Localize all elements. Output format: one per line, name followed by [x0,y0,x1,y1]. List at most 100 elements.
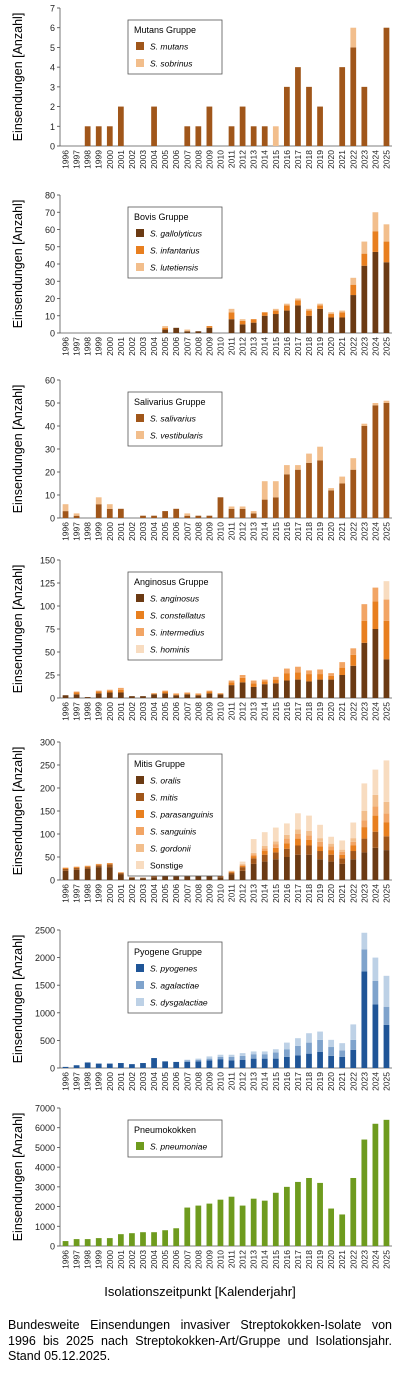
x-tick-label: 1996 [61,150,71,169]
bar-2000-series-1 [106,126,113,146]
x-tick-label: 1997 [72,1072,82,1091]
x-tick-label: 2010 [215,702,225,721]
bar-1998-series-3 [84,866,91,868]
bar-2025-series-3 [383,224,390,242]
x-tick-label: 2004 [149,702,159,721]
x-tick-label: 2001 [116,522,126,541]
bar-2007-series-3 [184,692,191,694]
bar-1996-series-3 [62,868,69,869]
bar-2016-series-2 [283,848,290,857]
x-tick-label: 2020 [326,1072,336,1091]
bar-2003-series-1 [140,1063,146,1068]
bar-2010-series-2 [217,1056,224,1060]
bar-2012-series-1 [239,1205,246,1246]
legend-title: Mutans Gruppe [134,25,196,35]
bar-2022-series-1 [350,1049,357,1068]
x-tick-label: 2001 [116,884,126,903]
x-tick-label: 2025 [381,884,391,903]
bar-2015-series-2 [272,679,279,684]
x-tick-label: 2012 [238,522,248,541]
y-tick-label: 0 [50,876,55,886]
bar-2012-series-1 [239,682,246,698]
bar-2024-series-1 [372,1004,379,1068]
bar-2025-series-1 [383,262,390,333]
legend-label: S. dysgalactiae [150,998,208,1008]
bar-2020-series-1 [328,490,335,518]
bar-2012-series-1 [239,508,246,518]
x-tick-label: 2021 [337,522,347,541]
x-tick-label: 2013 [249,884,259,903]
bar-2025-series-3 [383,822,390,837]
chart-7: 0 1000 2000 3000 4000 5000 6000 7000 Einsendunge… [11,1104,392,1269]
bar-2023-series-2 [361,423,368,426]
x-tick-label: 2012 [238,150,248,169]
bar-1997-series-2 [73,513,80,516]
bar-2014-series-1 [261,315,268,333]
x-tick-label: 2011 [227,522,237,541]
bar-2024-series-3 [372,815,379,832]
x-tick-label: 1998 [83,884,93,903]
y-tick-label: 3000 [35,1182,55,1192]
bar-2016-series-1 [283,680,290,698]
bar-2025-series-2 [383,1006,390,1025]
x-tick-label: 2000 [105,702,115,721]
bar-2002-series-1 [129,1064,135,1068]
y-tick-label: 0 [50,514,55,524]
x-tick-label: 2019 [315,884,325,903]
y-tick-label: 150 [40,807,55,817]
x-tick-label: 2022 [348,1072,358,1091]
x-tick-label: 1996 [61,337,71,356]
bar-2014-series-3 [261,679,268,682]
bar-2006-series-1 [173,876,180,880]
bar-2025-series-2 [383,400,390,403]
bar-2002-series-1 [129,1233,135,1246]
bar-2020-series-3 [328,673,335,676]
bar-2005-series-1 [162,1230,169,1246]
bar-2013-series-1 [250,1198,257,1246]
y-tick-label: 0 [50,329,55,339]
chart-panel-stack: 0 1 2 3 4 5 6 7 Einsendungen [Anzahl] 1996 1997 199… [11,4,392,1269]
bar-2022-series-2 [350,1039,357,1050]
x-tick-label: 2011 [227,337,237,356]
x-tick-label: 2008 [193,884,203,903]
bar-2021-series-2 [339,667,346,675]
bar-2015-series-2 [272,126,279,146]
bar-2000-series-1 [106,1238,113,1246]
bar-2012-series-2 [239,867,246,871]
bar-2021-series-2 [339,1050,346,1057]
x-tick-label: 2022 [348,337,358,356]
x-tick-label: 2000 [105,337,115,356]
bar-2014-series-2 [261,681,268,685]
bar-2018-series-5 [306,830,312,836]
x-tick-label: 2022 [348,702,358,721]
x-tick-label: 2014 [260,150,270,169]
bar-2023-series-3 [361,827,368,839]
x-tick-label: 2024 [370,522,380,541]
x-tick-label: 2001 [116,702,126,721]
bar-2017-series-3 [295,666,301,673]
bar-2008-series-3 [195,693,202,695]
bar-2016-series-1 [283,1186,290,1246]
bar-2022-series-3 [350,1024,357,1040]
bar-1999-series-1 [95,693,102,698]
bar-2002-series-1 [129,877,135,880]
x-tick-label: 2007 [182,522,192,541]
bar-2016-series-3 [283,1042,290,1050]
bar-2012-series-3 [239,675,246,678]
bar-2022-series-2 [350,851,357,860]
bar-2019-series-1 [317,460,323,518]
x-tick-label: 2024 [370,337,380,356]
bar-2013-series-3 [250,680,257,684]
bar-2019-series-6 [317,824,323,839]
bar-2007-series-2 [184,1060,191,1062]
bar-2007-series-1 [184,515,191,518]
bar-2011-series-1 [228,874,235,880]
x-tick-label: 2022 [348,522,358,541]
bar-2014-series-3 [261,851,268,855]
bar-2024-series-1 [372,1123,379,1246]
legend-swatch [136,246,144,254]
bar-2011-series-1 [228,319,235,333]
bar-2004-series-2 [151,876,157,878]
x-tick-label: 2004 [149,884,159,903]
bar-2000-series-1 [106,692,113,698]
